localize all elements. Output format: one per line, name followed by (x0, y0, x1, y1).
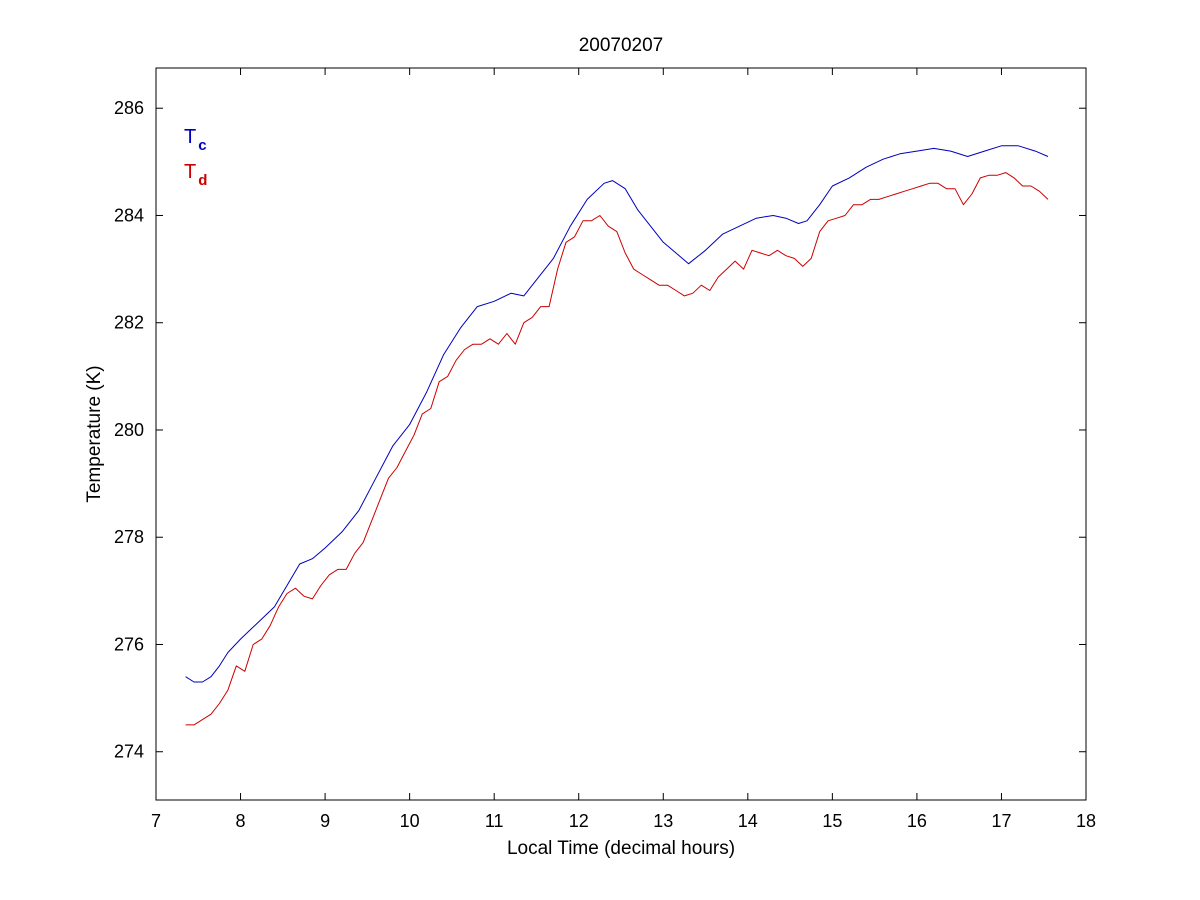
y-tick-label: 276 (114, 634, 144, 654)
y-axis-label: Temperature (K) (84, 365, 105, 502)
series-line-td (185, 172, 1049, 726)
x-tick-label: 13 (653, 811, 673, 831)
x-tick-label: 9 (320, 811, 330, 831)
x-tick-label: 17 (991, 811, 1011, 831)
x-tick-label: 16 (907, 811, 927, 831)
y-tick-label: 284 (114, 205, 144, 225)
y-tick-label: 280 (114, 420, 144, 440)
x-tick-label: 14 (738, 811, 758, 831)
series-line-tc (185, 145, 1049, 683)
axis-ticks: 7 8 9 10 11 12 13 14 15 16 17 18 274 276 278 280 282 284 2… (114, 68, 1096, 831)
series-layer (185, 145, 1049, 726)
chart-title: 20070207 (579, 35, 664, 56)
x-tick-label: 18 (1076, 811, 1096, 831)
x-tick-label: 10 (400, 811, 420, 831)
x-tick-label: 7 (151, 811, 161, 831)
x-tick-label: 8 (236, 811, 246, 831)
x-tick-label: 11 (485, 811, 504, 831)
legend-entry-subscript: c (198, 137, 206, 154)
x-tick-label: 12 (569, 811, 589, 831)
legend-entry-main: T (184, 126, 196, 148)
x-axis-label: Local Time (decimal hours) (507, 838, 735, 859)
y-tick-label: 286 (114, 98, 144, 118)
y-tick-label: 274 (114, 742, 144, 762)
y-tick-label: 282 (114, 313, 144, 333)
legend-entry-subscript: d (198, 172, 207, 189)
y-tick-label: 278 (114, 527, 144, 547)
plot-area (155, 67, 1087, 801)
x-tick-label: 15 (822, 811, 842, 831)
legend-entry-main: T (184, 161, 196, 183)
